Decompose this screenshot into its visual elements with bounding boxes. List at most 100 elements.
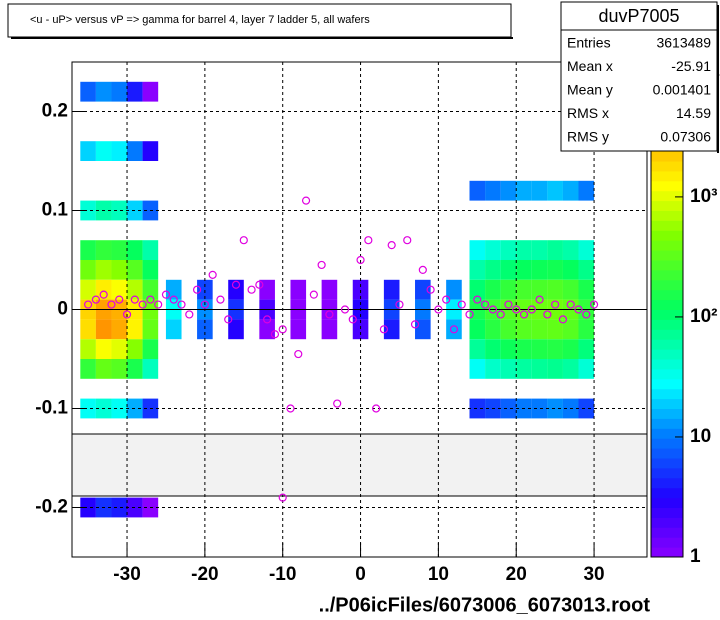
cell bbox=[111, 339, 128, 359]
color-bar-step bbox=[651, 477, 683, 489]
color-bar-step bbox=[651, 547, 683, 558]
profile-point bbox=[418, 265, 427, 274]
profile-point bbox=[154, 300, 163, 309]
profile-point bbox=[582, 310, 591, 319]
cell bbox=[80, 260, 96, 280]
color-bar-step bbox=[651, 398, 683, 409]
profile-point bbox=[146, 295, 155, 304]
y-tick-label: -0.1 bbox=[35, 398, 68, 419]
x-tick-label: 30 bbox=[583, 564, 604, 585]
stats-label: Entries bbox=[567, 35, 611, 51]
color-bar-step bbox=[651, 339, 683, 350]
profile-point bbox=[84, 300, 93, 309]
profile-point bbox=[379, 325, 389, 334]
grid bbox=[72, 62, 647, 557]
cell bbox=[290, 279, 307, 300]
profile-point bbox=[449, 325, 459, 334]
cell bbox=[111, 200, 128, 221]
profile-point bbox=[286, 404, 295, 413]
cell bbox=[516, 260, 532, 280]
stats-box: duvP7005 Entries 3613489 Mean x -25.91 Mean … bbox=[560, 1, 719, 153]
cell bbox=[562, 240, 579, 260]
cell bbox=[500, 240, 517, 260]
color-bar-step bbox=[651, 309, 683, 320]
cell bbox=[321, 319, 338, 340]
cell bbox=[531, 339, 548, 359]
cell bbox=[80, 319, 96, 340]
cell bbox=[321, 279, 338, 300]
profile-point bbox=[239, 236, 248, 245]
stats-label: RMS x bbox=[567, 105, 609, 121]
color-bar-step bbox=[651, 161, 683, 172]
z-tick-label: 10 bbox=[690, 426, 711, 447]
cell bbox=[516, 279, 532, 300]
cell bbox=[352, 279, 369, 300]
profile-point bbox=[364, 236, 373, 245]
cell bbox=[80, 398, 96, 419]
profile-point bbox=[387, 241, 396, 250]
cell bbox=[111, 319, 128, 340]
profile-point bbox=[263, 315, 272, 324]
cell bbox=[111, 398, 128, 419]
profile-point bbox=[122, 310, 132, 319]
cell bbox=[531, 398, 548, 419]
x-tick-label: 20 bbox=[506, 564, 527, 585]
cell bbox=[383, 319, 400, 340]
color-bar-step bbox=[651, 250, 683, 261]
stats-value: -25.91 bbox=[671, 58, 711, 74]
y-tick-label: 0.1 bbox=[42, 200, 69, 221]
cell bbox=[469, 359, 486, 379]
stats-value: 14.59 bbox=[676, 105, 711, 121]
profile-point bbox=[325, 310, 334, 319]
cell bbox=[578, 279, 595, 300]
profile-point bbox=[543, 310, 552, 319]
cell bbox=[531, 359, 548, 379]
cell bbox=[547, 240, 563, 260]
profile-point bbox=[558, 315, 568, 324]
profile-point bbox=[278, 493, 287, 502]
color-bar-step bbox=[651, 190, 683, 202]
cell bbox=[578, 180, 595, 201]
profile-point bbox=[185, 310, 194, 319]
color-bar-step bbox=[651, 487, 683, 499]
color-bar-step bbox=[651, 527, 683, 538]
stats-title: duvP7005 bbox=[598, 6, 679, 26]
cell bbox=[95, 359, 112, 379]
profile-point bbox=[566, 300, 575, 309]
cell bbox=[80, 200, 96, 221]
color-bar-step bbox=[651, 260, 683, 271]
cell bbox=[142, 141, 159, 161]
cell bbox=[500, 359, 517, 379]
color-bar-step bbox=[651, 210, 683, 221]
profile-point bbox=[161, 290, 171, 299]
cell bbox=[547, 279, 563, 300]
profile-point bbox=[574, 305, 583, 314]
profile-point bbox=[333, 399, 342, 408]
cell bbox=[142, 240, 159, 260]
cell bbox=[500, 339, 517, 359]
profile-point bbox=[473, 295, 482, 304]
color-bar-step bbox=[651, 458, 683, 469]
profile-point bbox=[480, 300, 490, 309]
profile-point bbox=[512, 305, 521, 314]
profile-point bbox=[465, 310, 474, 319]
cell bbox=[446, 319, 462, 340]
profile-point bbox=[255, 280, 264, 289]
profile-point bbox=[410, 320, 420, 329]
cell bbox=[469, 279, 486, 300]
color-bar-step bbox=[651, 180, 683, 192]
profile-point bbox=[107, 300, 116, 309]
cell bbox=[80, 497, 96, 518]
profile-point bbox=[91, 295, 100, 304]
color-bar-step bbox=[651, 269, 683, 281]
cell bbox=[547, 359, 563, 379]
cell bbox=[500, 180, 517, 201]
cell bbox=[80, 359, 96, 379]
cell bbox=[80, 339, 96, 359]
cell bbox=[80, 141, 96, 161]
cell bbox=[485, 240, 501, 260]
axes: -30 -20 -10 0 10 20 30 -0.2 -0.1 0 0.1 0.2 bbox=[35, 101, 604, 586]
profile-point bbox=[208, 270, 217, 279]
cell bbox=[516, 319, 532, 340]
cell bbox=[383, 279, 400, 300]
